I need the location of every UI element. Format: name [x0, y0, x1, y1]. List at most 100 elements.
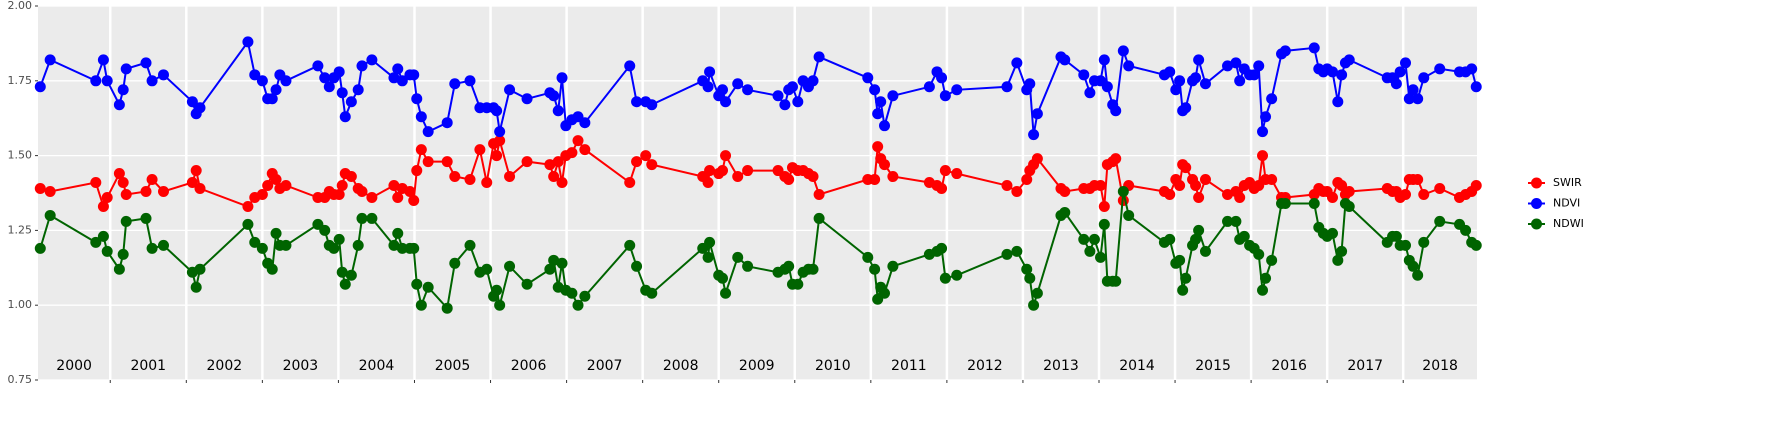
data-point: [352, 239, 364, 251]
data-point: [1266, 174, 1278, 186]
data-point: [548, 90, 560, 102]
data-point: [34, 242, 46, 254]
data-point: [1123, 209, 1135, 221]
data-point: [732, 171, 744, 183]
data-point: [441, 117, 453, 129]
data-point: [1199, 78, 1211, 90]
data-point: [1400, 188, 1412, 200]
data-point: [1078, 69, 1090, 81]
data-point: [186, 96, 198, 108]
data-point: [333, 66, 345, 78]
data-point: [146, 242, 158, 254]
data-point: [1084, 245, 1096, 257]
data-point: [732, 251, 744, 263]
data-point: [556, 257, 568, 269]
data-point: [1088, 233, 1100, 245]
y-tick-label: 2.00: [8, 0, 33, 12]
legend-key: [1531, 198, 1542, 209]
data-point: [504, 260, 516, 272]
data-point: [408, 194, 420, 206]
data-point: [1117, 45, 1129, 57]
data-point: [1174, 75, 1186, 87]
data-point: [1199, 174, 1211, 186]
data-point: [936, 183, 948, 195]
data-point: [1001, 180, 1013, 192]
data-point: [704, 66, 716, 78]
data-point: [1470, 180, 1482, 192]
data-point: [1110, 275, 1122, 287]
data-point: [356, 186, 368, 198]
data-point: [742, 165, 754, 177]
data-point: [1266, 254, 1278, 266]
data-point: [887, 90, 899, 102]
data-point: [415, 144, 427, 156]
year-label: 2017: [1347, 358, 1383, 374]
data-point: [1308, 42, 1320, 54]
year-label: 2013: [1043, 358, 1079, 374]
data-point: [366, 54, 378, 66]
data-point: [1095, 251, 1107, 263]
data-point: [256, 242, 268, 254]
data-point: [1193, 224, 1205, 236]
data-point: [157, 69, 169, 81]
data-point: [1123, 60, 1135, 72]
data-point: [1170, 84, 1182, 96]
data-point: [717, 272, 729, 284]
data-point: [491, 150, 503, 162]
data-point: [813, 188, 825, 200]
data-point: [572, 135, 584, 147]
data-point: [1332, 254, 1344, 266]
data-point: [242, 36, 254, 48]
data-point: [579, 290, 591, 302]
data-point: [572, 299, 584, 311]
data-point: [887, 260, 899, 272]
data-point: [1028, 129, 1040, 141]
data-point: [1174, 254, 1186, 266]
data-point: [280, 180, 292, 192]
legend-label: SWIR: [1553, 176, 1582, 189]
data-point: [1024, 272, 1036, 284]
year-label: 2007: [587, 358, 623, 374]
legend-key: [1531, 177, 1542, 189]
data-point: [521, 93, 533, 105]
data-point: [862, 251, 874, 263]
data-point: [146, 75, 158, 87]
data-point: [101, 75, 113, 87]
data-point: [157, 186, 169, 198]
data-point: [242, 200, 254, 212]
data-point: [415, 111, 427, 123]
data-point: [1222, 215, 1234, 227]
data-point: [624, 239, 636, 251]
data-point: [1021, 174, 1033, 186]
year-label: 2018: [1422, 358, 1458, 374]
data-point: [1117, 186, 1129, 198]
y-tick-label: 0.75: [8, 373, 33, 386]
data-point: [936, 72, 948, 84]
data-point: [1343, 200, 1355, 212]
data-point: [779, 99, 791, 111]
year-label: 2000: [56, 358, 92, 374]
data-point: [936, 242, 948, 254]
data-point: [1412, 93, 1424, 105]
data-point: [1326, 191, 1338, 203]
data-point: [879, 159, 891, 171]
data-point: [441, 302, 453, 314]
data-point: [396, 75, 408, 87]
data-point: [336, 87, 348, 99]
data-point: [579, 117, 591, 129]
data-point: [1326, 66, 1338, 78]
data-point: [352, 84, 364, 96]
data-point: [1059, 206, 1071, 218]
data-point: [566, 147, 578, 159]
data-point: [90, 177, 102, 189]
data-point: [1095, 180, 1107, 192]
data-point: [1001, 248, 1013, 260]
y-tick-label: 1.50: [8, 149, 33, 162]
data-point: [266, 93, 278, 105]
data-point: [1434, 183, 1446, 195]
data-point: [1177, 284, 1189, 296]
year-label: 2016: [1271, 358, 1307, 374]
data-point: [869, 263, 881, 275]
data-point: [631, 260, 643, 272]
data-point: [1059, 54, 1071, 66]
